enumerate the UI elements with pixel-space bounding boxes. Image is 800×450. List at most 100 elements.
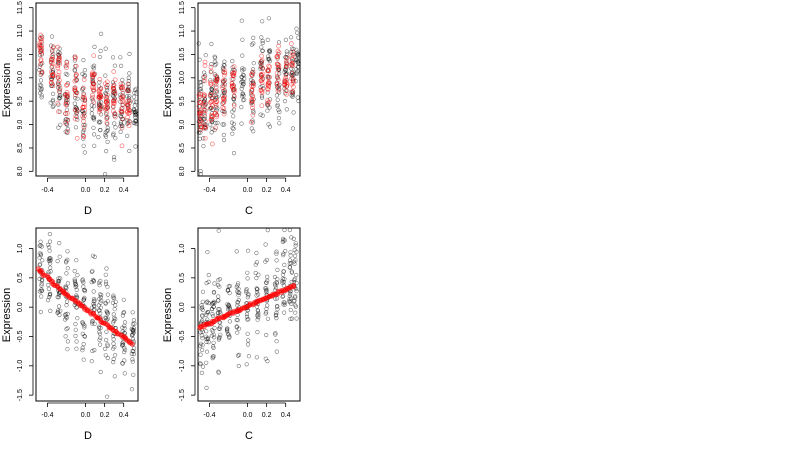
observed-point <box>217 336 222 341</box>
fitted-point <box>91 81 97 87</box>
fitted-point <box>202 78 208 84</box>
fitted-point <box>220 105 226 110</box>
fitted-point <box>110 103 116 109</box>
y-tick-label: 8.0 <box>179 166 186 176</box>
fitted-point <box>197 114 203 119</box>
observed-point <box>283 91 288 96</box>
observed-point <box>265 316 271 321</box>
observed-point <box>39 288 45 293</box>
fitted-point <box>39 71 45 76</box>
y-tick-label: 9.0 <box>17 120 24 130</box>
fitted-point <box>65 94 70 99</box>
fitted-point <box>289 71 295 76</box>
observed-point <box>111 337 116 342</box>
observed-point <box>277 109 282 114</box>
fitted-point <box>196 92 202 98</box>
observed-point <box>47 248 52 253</box>
fitted-point <box>250 112 256 118</box>
observed-point <box>265 37 270 43</box>
observed-point <box>206 300 211 306</box>
observed-point <box>132 90 137 96</box>
observed-point <box>118 120 123 125</box>
fitted-point <box>230 70 236 76</box>
fitted-point <box>72 78 78 84</box>
observed-point <box>120 361 125 366</box>
observed-point <box>89 111 94 116</box>
observed-point <box>131 339 136 344</box>
observed-point <box>201 136 206 141</box>
observed-point <box>210 356 215 361</box>
y-tick-label: 8.5 <box>179 143 186 153</box>
observed-point <box>236 286 241 291</box>
y-tick-label: 1.0 <box>179 244 186 254</box>
observed-point <box>280 294 285 299</box>
observed-point <box>282 262 287 268</box>
observed-point <box>98 100 104 105</box>
fitted-point <box>202 125 207 131</box>
observed-point <box>102 171 108 177</box>
observed-point <box>126 75 131 80</box>
observed-point <box>295 30 300 35</box>
observed-point <box>80 345 85 351</box>
fitted-point <box>202 99 207 105</box>
observed-point <box>65 339 70 344</box>
fitted-point <box>213 84 219 90</box>
fitted-point <box>112 111 118 116</box>
fitted-point <box>50 44 56 50</box>
fitted-point <box>275 88 281 94</box>
fitted-point <box>49 47 55 53</box>
observed-point <box>274 339 279 344</box>
observed-point <box>96 135 101 140</box>
observed-point <box>245 331 250 336</box>
observed-point <box>218 311 223 316</box>
observed-point <box>293 310 298 315</box>
observed-point <box>256 315 261 320</box>
fitted-point <box>111 85 116 91</box>
data-points <box>37 31 139 177</box>
y-tick-label: 11.0 <box>179 24 186 37</box>
observed-point <box>211 345 216 351</box>
fitted-point <box>221 73 227 78</box>
fitted-point <box>125 87 130 93</box>
observed-point <box>130 327 135 333</box>
fitted-point <box>209 141 215 147</box>
observed-point <box>104 394 110 399</box>
fitted-point <box>231 89 237 94</box>
observed-point <box>242 67 247 72</box>
y-tick-label: 0.5 <box>179 273 186 283</box>
observed-point <box>274 258 279 263</box>
observed-point <box>111 357 116 362</box>
observed-point <box>226 284 231 289</box>
fitted-point <box>80 104 86 110</box>
observed-point <box>204 311 209 316</box>
observed-point <box>90 321 95 326</box>
observed-point <box>91 125 96 130</box>
fitted-point <box>104 106 110 112</box>
fitted-point <box>112 98 118 103</box>
observed-point <box>120 123 125 128</box>
observed-point <box>134 86 139 91</box>
observed-point <box>103 272 108 277</box>
observed-point <box>255 308 260 313</box>
observed-point <box>112 374 117 379</box>
fitted-point <box>50 83 56 89</box>
fitted-point <box>64 82 69 88</box>
observed-point <box>111 293 116 298</box>
fitted-point <box>111 69 117 74</box>
fitted-point <box>221 67 227 73</box>
observed-point <box>289 59 295 64</box>
fitted-point <box>91 53 97 59</box>
observed-point <box>199 303 204 308</box>
observed-point <box>209 61 214 67</box>
observed-point <box>242 97 247 102</box>
observed-point <box>90 253 95 258</box>
observed-point <box>230 109 235 114</box>
observed-point <box>82 67 87 73</box>
fitted-point <box>259 90 265 96</box>
observed-point <box>296 52 301 58</box>
observed-point <box>105 311 111 316</box>
observed-point <box>291 110 296 115</box>
observed-point <box>122 345 127 351</box>
observed-point <box>211 340 216 345</box>
observed-point <box>90 348 95 354</box>
